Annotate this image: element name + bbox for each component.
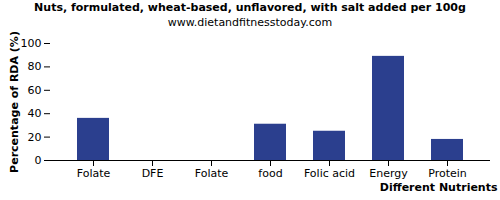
- svg-text:DFE: DFE: [142, 167, 164, 180]
- svg-text:100: 100: [21, 37, 42, 50]
- svg-text:0: 0: [35, 154, 42, 167]
- svg-text:Folic acid: Folic acid: [304, 167, 355, 180]
- svg-text:Protein: Protein: [428, 167, 467, 180]
- svg-text:60: 60: [28, 84, 42, 97]
- svg-text:Percentage of RDA (%): Percentage of RDA (%): [8, 31, 21, 173]
- svg-text:Folate: Folate: [195, 167, 229, 180]
- svg-text:40: 40: [28, 107, 42, 120]
- svg-text:20: 20: [28, 131, 42, 144]
- svg-text:Folate: Folate: [77, 167, 111, 180]
- svg-text:Different Nutrients: Different Nutrients: [380, 181, 498, 194]
- svg-text:80: 80: [28, 60, 42, 73]
- html-text:Nuts, formulated, wheat-based,: Nuts, formulated, wheat-based, unflavore…: [34, 1, 466, 14]
- html-text:www.dietandfitnesstoday.com: www.dietandfitnesstoday.com: [167, 16, 333, 29]
- svg-text:Energy: Energy: [369, 167, 408, 180]
- svg-text:food: food: [258, 167, 282, 180]
